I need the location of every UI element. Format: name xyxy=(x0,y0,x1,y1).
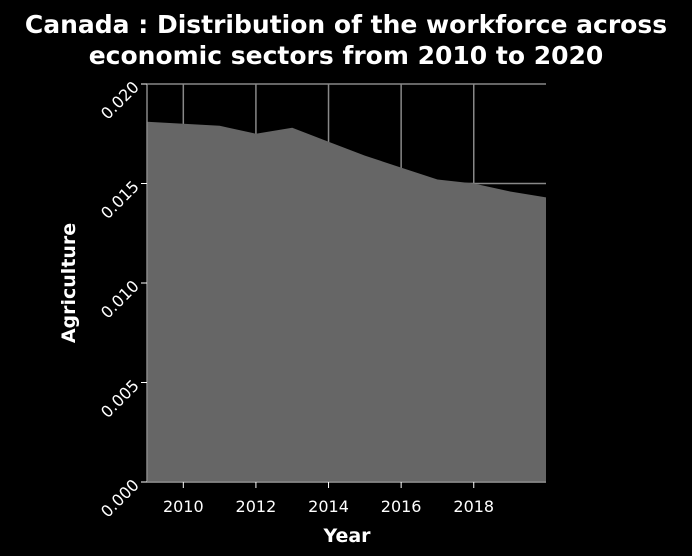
agriculture-area xyxy=(147,121,546,482)
x-tick-label-2016: 2016 xyxy=(381,497,422,516)
chart-title-line-1: Canada : Distribution of the workforce a… xyxy=(25,10,667,39)
chart-title-line-2: economic sectors from 2010 to 2020 xyxy=(89,41,604,70)
x-tick-label-2010: 2010 xyxy=(163,497,204,516)
x-tick-label-2018: 2018 xyxy=(453,497,494,516)
y-tick-label-0.000: 0.000 xyxy=(97,475,143,521)
y-tick-label-0.015: 0.015 xyxy=(97,177,143,223)
y-axis-ticks: 0.000 0.005 0.010 0.015 0.020 xyxy=(97,77,147,521)
x-tick-label-2014: 2014 xyxy=(308,497,349,516)
x-axis-label: Year xyxy=(322,525,371,547)
y-tick-label-0.020: 0.020 xyxy=(97,77,143,123)
area-layer xyxy=(147,121,546,482)
y-tick-label-0.005: 0.005 xyxy=(97,376,143,422)
y-tick-label-0.010: 0.010 xyxy=(97,276,143,322)
y-axis-label: Agriculture xyxy=(58,223,80,343)
x-axis-ticks: 2010 2012 2014 2016 2018 xyxy=(163,482,494,516)
x-tick-label-2012: 2012 xyxy=(236,497,277,516)
